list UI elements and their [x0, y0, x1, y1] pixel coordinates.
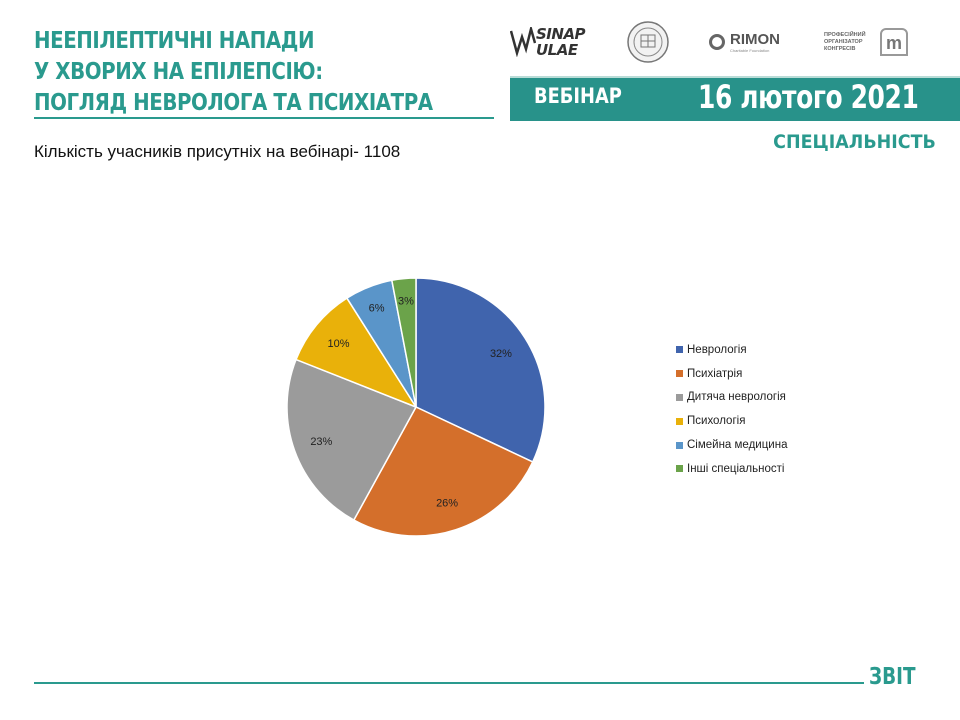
seal-emblem-icon	[627, 21, 669, 63]
legend-label-4: Психологія	[687, 415, 746, 428]
sinaps-logo-text: SINAP ULAE	[536, 25, 586, 59]
banner-date: 16 лютого 2021	[698, 78, 919, 116]
title-line-2: У ХВОРИХ НА ЕПІЛЕПСІЮ:	[34, 59, 323, 85]
legend-item-1: Неврологія	[676, 338, 787, 362]
rimon-name: RIMON	[730, 31, 780, 48]
legend-swatch-5	[676, 441, 683, 449]
organizer-logo: ПРОФЕСІЙНИЙ ОРГАНІЗАТОР КОНГРЕСІВ m	[824, 18, 924, 66]
webinar-banner: ВЕБІНАР 16 лютого 2021	[510, 76, 960, 121]
rimon-logo: RIMON Charitable Foundation	[708, 18, 798, 66]
legend-item-5: Сімейна медицина	[676, 433, 787, 457]
legend-swatch-1	[676, 346, 683, 354]
legend-swatch-2	[676, 370, 683, 378]
participants-count-text: Кількість учасників присутніх на вебінар…	[34, 142, 401, 161]
legend-swatch-6	[676, 465, 683, 473]
sinaps-line-2: ULAE	[536, 41, 578, 59]
sinaps-wave-icon	[510, 27, 536, 57]
pie-slice-1	[415, 277, 546, 463]
organizer-text: ПРОФЕСІЙНИЙ ОРГАНІЗАТОР КОНГРЕСІВ	[824, 31, 866, 52]
data-label-3: 23%	[310, 436, 332, 448]
partner-logos: SINAP ULAE RIMON Charitable Foundation П…	[508, 18, 928, 66]
title-line-3: ПОГЛЯД НЕВРОЛОГА ТА ПСИХІАТРА	[34, 90, 433, 116]
data-label-6: 3%	[398, 295, 414, 307]
legend-item-6: Інші спеціальності	[676, 457, 787, 481]
data-label-5: 6%	[369, 302, 385, 314]
data-label-4: 10%	[327, 338, 349, 350]
legend-item-4: Психологія	[676, 409, 787, 433]
legend-label-3: Дитяча неврологія	[687, 391, 786, 404]
pie-slice-6	[390, 277, 417, 408]
sinaps-line-1: SINAP	[536, 25, 586, 43]
legend-swatch-3	[676, 393, 683, 401]
legend-label-5: Сімейна медицина	[687, 439, 788, 452]
legend-swatch-4	[676, 417, 683, 425]
rimon-ring-icon	[709, 34, 725, 50]
chart-legend: Неврологія Психіатрія Дитяча неврологія Пси…	[676, 338, 787, 481]
banner-top-rule	[510, 76, 960, 78]
legend-item-3: Дитяча неврологія	[676, 386, 787, 410]
footer-label: ЗВІТ	[869, 664, 916, 690]
section-title: СПЕЦІАЛЬНІСТЬ	[773, 131, 936, 153]
legend-label-6: Інші спеціальності	[687, 462, 785, 475]
legend-item-2: Психіатрія	[676, 362, 787, 386]
data-label-1: 32%	[490, 348, 512, 360]
banner-label: ВЕБІНАР	[534, 84, 622, 108]
sinaps-logo: SINAP ULAE	[510, 18, 590, 66]
title-line-1: НЕЕПІЛЕПТИЧНІ НАПАДИ	[34, 28, 315, 54]
rimon-subtitle: Charitable Foundation	[730, 48, 770, 53]
seal-logo	[626, 18, 674, 66]
legend-label-1: Неврологія	[687, 343, 747, 356]
page-title: НЕЕПІЛЕПТИЧНІ НАПАДИ У ХВОРИХ НА ЕПІЛЕПС…	[34, 26, 438, 119]
organizer-mark-icon: m	[880, 28, 908, 56]
footer-divider	[34, 682, 864, 684]
pie-slice-4	[295, 297, 418, 409]
data-label-2: 26%	[436, 498, 458, 510]
pie-slice-3	[286, 358, 418, 522]
legend-label-2: Психіатрія	[687, 367, 743, 380]
title-divider	[34, 117, 494, 119]
